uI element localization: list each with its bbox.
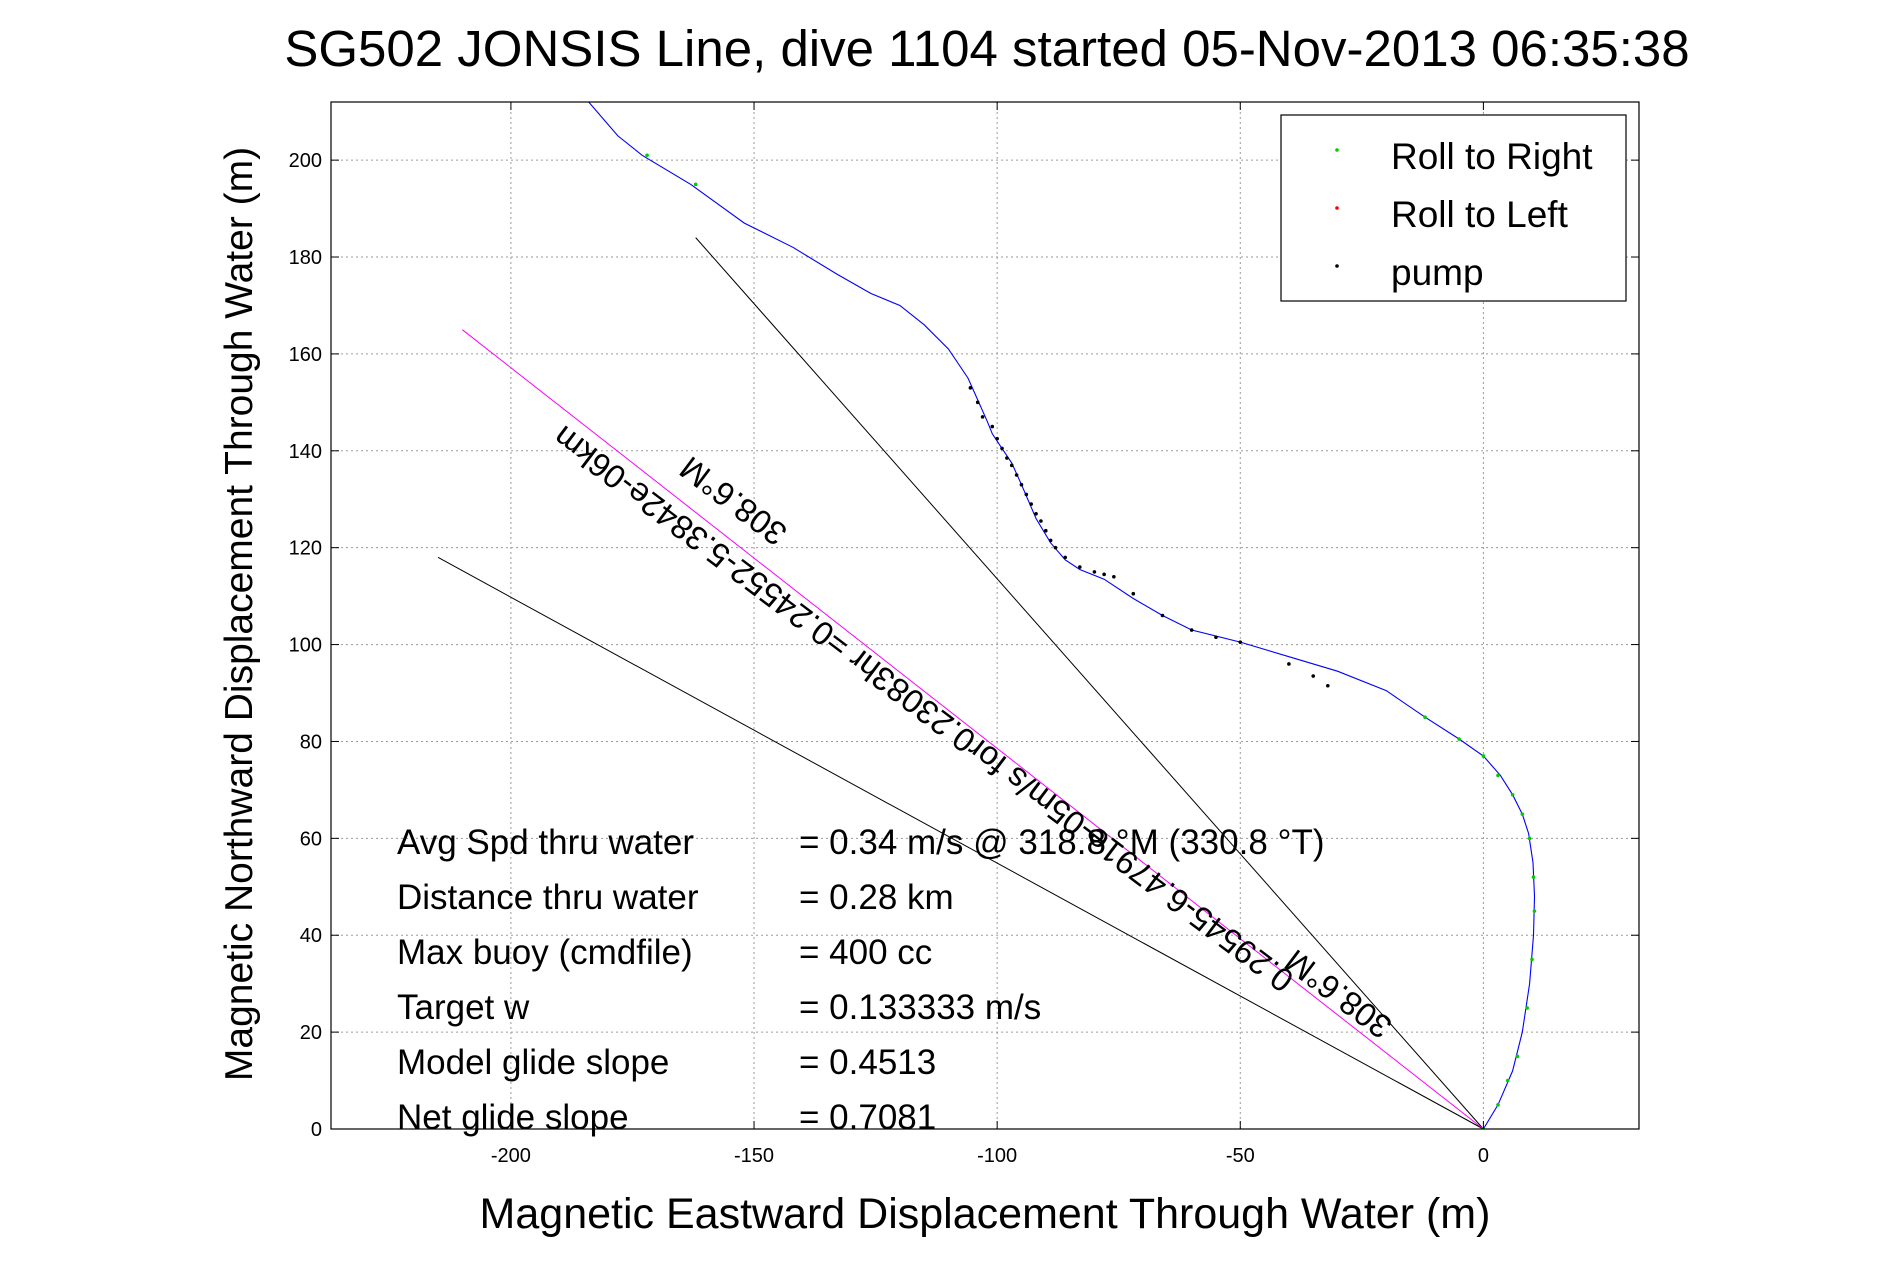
y-tick-label: 60 — [300, 828, 322, 850]
roll-right-point — [1510, 792, 1515, 797]
y-tick-label: 100 — [289, 635, 322, 657]
pump-point — [1043, 528, 1048, 533]
x-axis-label: Magnetic Eastward Displacement Through W… — [480, 1190, 1491, 1238]
pump-point — [1053, 545, 1058, 550]
pump-point — [1039, 519, 1043, 523]
roll-right-point — [1515, 1054, 1520, 1059]
pump-point — [1029, 502, 1033, 506]
track-series — [588, 102, 1537, 1129]
roll-right-point — [1532, 909, 1537, 913]
y-tick-label: 120 — [289, 538, 322, 560]
pump-point — [1000, 446, 1004, 451]
roll-right-point — [1505, 1078, 1510, 1083]
heading-lines — [437, 237, 1484, 1130]
pump-point — [995, 436, 999, 441]
x-tick-label: -150 — [734, 1145, 774, 1167]
heading-line — [437, 556, 1484, 1130]
legend-entry: Roll to Left — [1391, 194, 1569, 235]
roll-right-point — [693, 182, 698, 187]
pump-point — [990, 424, 995, 429]
pump-point — [1131, 591, 1136, 596]
roll-right-point — [1525, 1006, 1529, 1010]
stat-value: = 0.34 m/s @ 318.8 °M (330.8 °T) — [799, 823, 1325, 862]
pump-point — [1189, 628, 1194, 632]
plot-frame — [330, 101, 1640, 1130]
pump-point — [1092, 570, 1097, 574]
stat-label: Target w — [397, 988, 530, 1027]
heading-line — [461, 329, 1484, 1130]
legend-entry: pump — [1391, 252, 1484, 293]
roll-right-point — [1496, 773, 1500, 778]
roll-right-point — [1423, 715, 1427, 720]
pump-point — [1326, 683, 1330, 688]
pump-point — [1009, 463, 1014, 468]
stat-value: = 0.133333 m/s — [799, 988, 1041, 1027]
y-tick-label: 180 — [289, 247, 322, 269]
pump-point — [980, 415, 985, 419]
stat-label: Model glide slope — [397, 1043, 669, 1082]
y-tick-label: 80 — [300, 731, 322, 753]
legend-entry: Roll to Right — [1391, 136, 1593, 177]
pump-point — [1214, 635, 1218, 640]
pump-point — [1063, 555, 1068, 560]
pump-point — [1160, 613, 1165, 618]
roll-right-point — [1520, 812, 1525, 816]
heading-line — [695, 237, 1484, 1130]
legend-marker — [1335, 148, 1339, 152]
stat-label: Distance thru water — [397, 878, 699, 917]
pump-point — [1311, 674, 1316, 678]
pump-point — [1238, 640, 1243, 644]
y-axis-label: Magnetic Northward Displacement Through … — [218, 147, 261, 1081]
axis-ticks: -200 -150 -100 -50 0 0 20 40 60 80 100 120 140 160 180… — [289, 102, 1639, 1167]
pump-point — [975, 400, 980, 405]
stat-value: = 0.7081 — [799, 1098, 936, 1137]
pump-point — [1024, 492, 1029, 497]
x-tick-label: 0 — [1478, 1145, 1489, 1167]
roll-right-point — [1496, 1102, 1500, 1107]
chart-title: SG502 JONSIS Line, dive 1104 started 05-… — [284, 20, 1689, 77]
stat-label: Net glide slope — [397, 1098, 629, 1137]
pump-point — [1019, 482, 1024, 487]
x-tick-label: -200 — [491, 1145, 531, 1167]
stats-block: Avg Spd thru water = 0.34 m/s @ 318.8 °M… — [397, 823, 1325, 1137]
pump-point — [1048, 538, 1053, 543]
stat-label: Avg Spd thru water — [397, 823, 694, 862]
roll-right-point — [1531, 875, 1536, 879]
y-tick-label: 0 — [311, 1119, 322, 1141]
pump-point — [1078, 565, 1082, 569]
legend-marker — [1335, 264, 1339, 268]
roll-right-point — [1457, 737, 1461, 741]
pump-point — [1014, 473, 1019, 477]
track-layer — [588, 102, 1537, 1129]
roll-right-point — [1530, 957, 1534, 962]
roll-right-point — [1481, 754, 1486, 758]
pump-point — [1287, 662, 1291, 666]
legend: Roll to Right Roll to Left pump — [1280, 114, 1627, 302]
pump-point — [968, 386, 973, 390]
glider-track-line — [588, 102, 1536, 1129]
legend-marker — [1335, 206, 1339, 210]
y-tick-label: 140 — [289, 441, 322, 463]
y-tick-label: 160 — [289, 344, 322, 366]
stat-label: Max buoy (cmdfile) — [397, 933, 693, 972]
x-tick-label: -50 — [1226, 1145, 1255, 1167]
y-tick-label: 40 — [300, 925, 322, 947]
roll-right-point — [645, 153, 649, 158]
stat-value: = 0.28 km — [799, 878, 954, 917]
y-tick-label: 200 — [289, 150, 322, 172]
roll-right-point — [1527, 836, 1532, 841]
stat-value: = 0.4513 — [799, 1043, 936, 1082]
pump-point — [1034, 511, 1038, 516]
x-tick-label: -100 — [977, 1145, 1017, 1167]
pump-point — [1005, 456, 1009, 460]
stat-value: = 400 cc — [799, 933, 932, 972]
y-tick-label: 20 — [300, 1022, 322, 1044]
pump-point — [1112, 574, 1116, 579]
pump-point — [1102, 572, 1106, 577]
